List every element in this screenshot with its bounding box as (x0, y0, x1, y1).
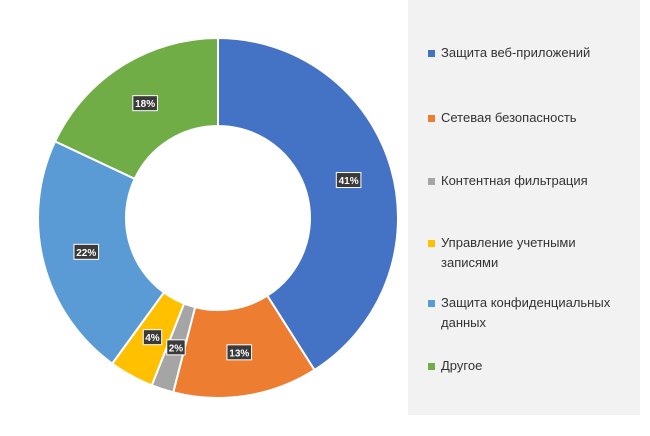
data-label-network-security: 13% (226, 344, 253, 361)
legend-item-other: Другое (428, 356, 633, 376)
legend-label: Защита конфиденциальных данных (441, 295, 611, 330)
legend-swatch (428, 178, 435, 185)
legend-item-account-management: Управление учетными записями (428, 233, 633, 273)
data-label-web-app-protection: 41% (335, 172, 362, 189)
data-label-text: 41% (339, 176, 359, 187)
data-label-text: 4% (145, 333, 160, 344)
legend-item-content-filtering: Контентная фильтрация (428, 171, 633, 191)
data-label-text: 13% (229, 348, 249, 359)
legend-label: Контентная фильтрация (441, 173, 588, 188)
data-label-text: 2% (169, 343, 184, 354)
donut-chart: 41% 13% 2% 4% 22% 18% (37, 36, 399, 399)
legend-item-network-security: Сетевая безопасность (428, 108, 633, 128)
data-label-data-protection: 22% (73, 243, 100, 260)
data-label-text: 22% (76, 248, 96, 259)
legend-label: Защита веб-приложений (441, 45, 591, 60)
legend-swatch (428, 363, 435, 370)
data-label-other: 18% (132, 95, 158, 112)
legend-label: Управление учетными записями (441, 235, 576, 270)
data-label-account-management: 4% (142, 329, 163, 346)
legend-swatch (428, 50, 435, 57)
legend: Защита веб-приложений Сетевая безопаснос… (408, 0, 640, 415)
legend-swatch (428, 300, 435, 307)
data-label-content-filtering: 2% (166, 339, 186, 356)
slice-data-protection (37, 140, 166, 366)
data-label-text: 18% (135, 99, 155, 110)
legend-item-web-app-protection: Защита веб-приложений (428, 43, 633, 63)
legend-swatch (428, 240, 435, 247)
legend-label: Сетевая безопасность (441, 110, 577, 125)
slice-web-app-protection (217, 36, 399, 372)
legend-label: Другое (441, 358, 483, 373)
legend-item-data-protection: Защита конфиденциальных данных (428, 293, 633, 333)
legend-swatch (428, 115, 435, 122)
